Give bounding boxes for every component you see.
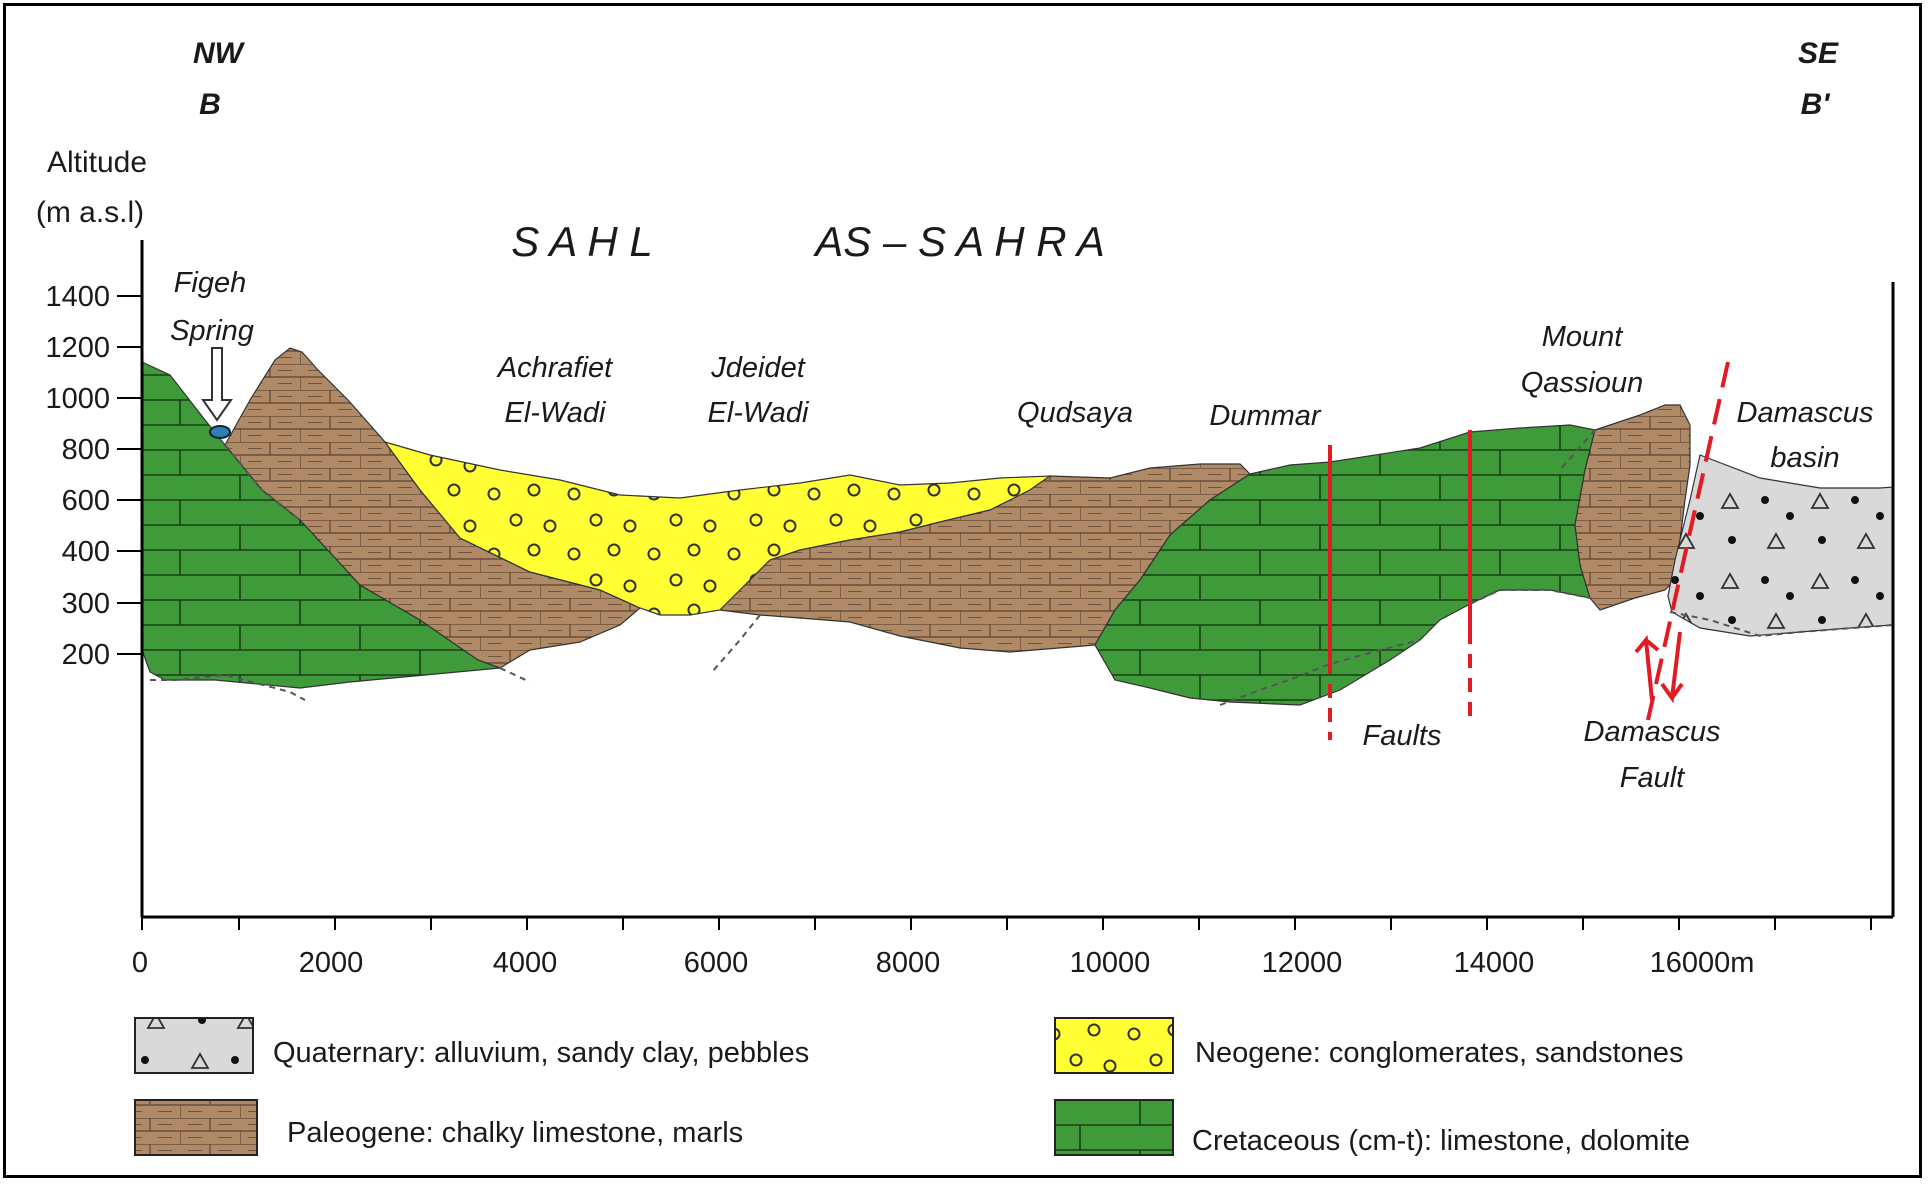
y-tick-label: 300 — [62, 588, 110, 620]
fault-lines — [1328, 361, 1730, 740]
orientation-b-prime: B' — [1801, 88, 1831, 121]
y-tick-label: 800 — [62, 434, 110, 466]
label-mount-line2: Qassioun — [1521, 367, 1644, 399]
figeh-spring-marker — [201, 347, 233, 439]
y-tick-label: 400 — [62, 536, 110, 568]
label-jdeidet-line1: Jdeidet — [710, 352, 806, 384]
fault-arrow-up — [1634, 635, 1660, 701]
legend-label-cretaceous: Cretaceous (cm-t): limestone, dolomite — [1192, 1125, 1690, 1157]
legend-label-paleogene: Paleogene: chalky limestone, marls — [287, 1117, 743, 1149]
label-figeh-line2: Spring — [170, 315, 254, 347]
y-axis-ticks — [117, 295, 142, 655]
label-damascus-basin-line2: basin — [1770, 442, 1839, 474]
region-title-as-sahra: AS – S A H R A — [812, 218, 1104, 265]
y-axis-label-line2: (m a.s.l) — [36, 196, 144, 229]
legend-swatch-paleogene — [134, 1099, 258, 1156]
y-axis-label-line1: Altitude — [47, 146, 147, 179]
x-tick-label: 16000m — [1650, 947, 1755, 979]
paleogene-unit-central — [718, 463, 1251, 653]
legend-swatch-cretaceous — [1054, 1099, 1174, 1156]
y-tick-label: 1400 — [45, 281, 110, 313]
legend: Quaternary: alluvium, sandy clay, pebble… — [134, 1017, 1690, 1157]
lower-boundary-dashes — [150, 429, 1894, 706]
orientation-nw: NW — [193, 37, 246, 70]
x-tick-label: 0 — [132, 947, 148, 979]
y-tick-label: 1000 — [45, 383, 110, 415]
axes — [140, 240, 1895, 919]
x-tick-label: 2000 — [299, 947, 364, 979]
orientation-se: SE — [1798, 37, 1839, 70]
x-tick-label: 8000 — [876, 947, 941, 979]
legend-label-quaternary: Quaternary: alluvium, sandy clay, pebble… — [273, 1037, 809, 1069]
label-mount-line1: Mount — [1542, 321, 1625, 353]
x-tick-labels: 0 2000 4000 6000 8000 10000 12000 14000 … — [132, 947, 1754, 979]
legend-label-neogene: Neogene: conglomerates, sandstones — [1195, 1037, 1683, 1069]
label-figeh-line1: Figeh — [174, 267, 247, 299]
x-axis-ticks — [141, 917, 1872, 930]
label-faults: Faults — [1363, 720, 1442, 752]
figure-frame — [3, 3, 1922, 1178]
orientation-b: B — [199, 88, 221, 121]
y-tick-label: 200 — [62, 639, 110, 671]
label-damascus-fault-line2: Fault — [1620, 762, 1686, 794]
spring-icon — [209, 425, 231, 439]
y-tick-label: 600 — [62, 485, 110, 517]
label-damascus-fault-line1: Damascus — [1584, 716, 1721, 748]
x-tick-label: 10000 — [1070, 947, 1151, 979]
x-tick-label: 14000 — [1454, 947, 1535, 979]
label-dummar: Dummar — [1209, 400, 1322, 432]
label-jdeidet-line2: El-Wadi — [708, 397, 811, 429]
legend-swatch-neogene — [1054, 1017, 1174, 1074]
y-tick-label: 1200 — [45, 332, 110, 364]
x-tick-label: 6000 — [684, 947, 749, 979]
legend-swatch-quaternary — [134, 1017, 254, 1074]
region-title-sahl: S A H L — [511, 218, 653, 265]
y-tick-labels: 1400 1200 1000 800 600 400 300 200 — [45, 281, 110, 671]
damascus-fault-line — [1646, 361, 1730, 721]
label-achrafiet-line2: El-Wadi — [505, 397, 608, 429]
label-qudsaya: Qudsaya — [1017, 397, 1133, 429]
fault-arrow-down — [1660, 631, 1684, 704]
x-tick-label: 4000 — [493, 947, 558, 979]
x-tick-label: 12000 — [1262, 947, 1343, 979]
label-achrafiet-line1: Achrafiet — [496, 352, 614, 384]
label-damascus-basin-line1: Damascus — [1737, 397, 1874, 429]
